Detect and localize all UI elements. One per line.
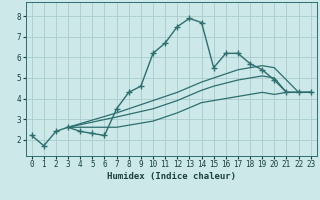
X-axis label: Humidex (Indice chaleur): Humidex (Indice chaleur) <box>107 172 236 181</box>
